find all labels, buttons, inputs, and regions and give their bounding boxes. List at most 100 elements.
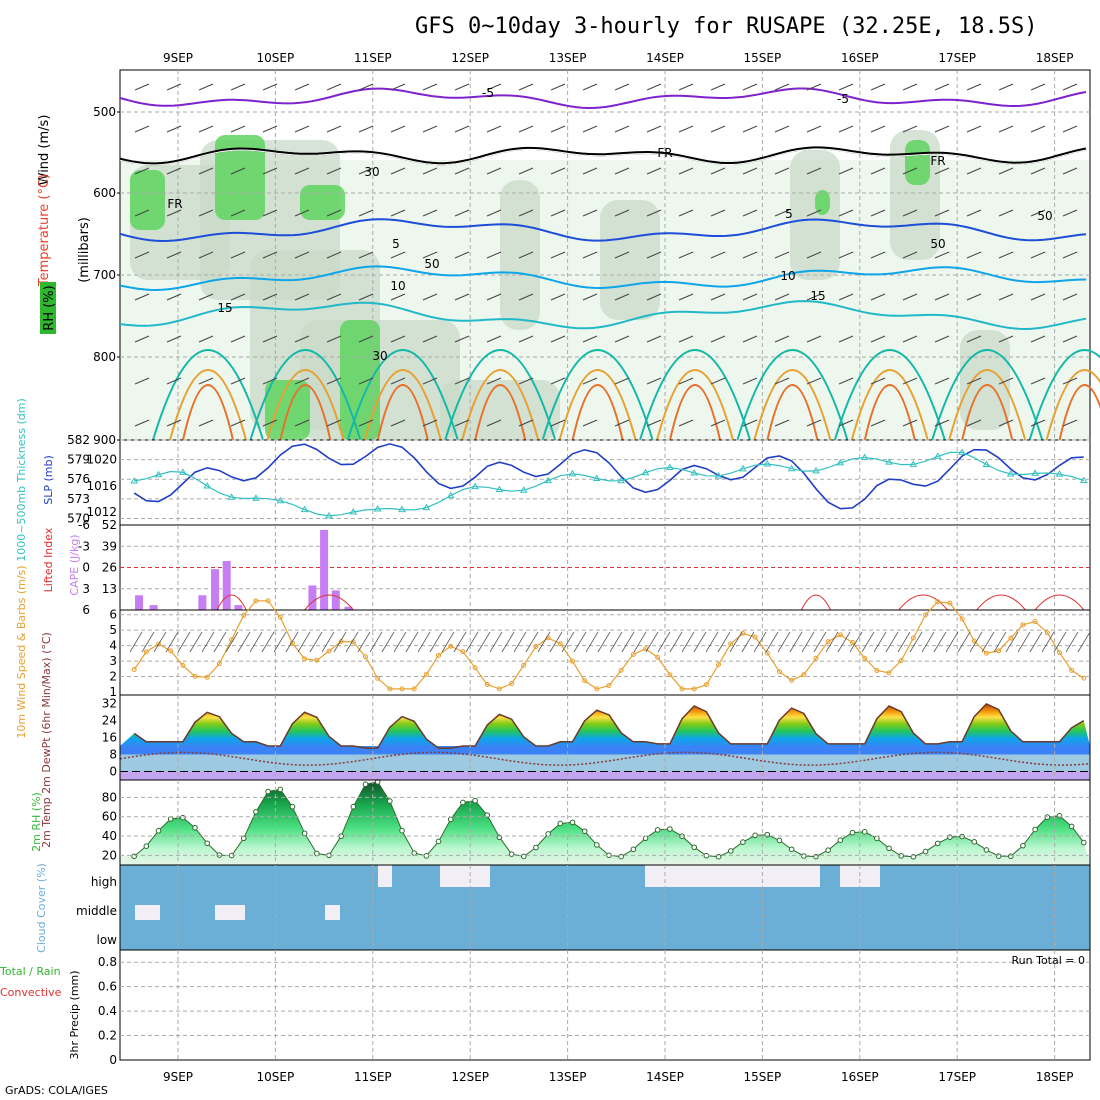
wind-speed-marker [216, 661, 222, 667]
wind-barb [294, 335, 310, 343]
cloud-gap-high [770, 865, 820, 887]
x-tick-label-bottom: 16SEP [841, 1070, 879, 1084]
wind-barb [454, 335, 470, 343]
precip-tick: 0 [109, 1053, 117, 1067]
wind-speed-marker [423, 671, 429, 677]
wind-barb [358, 209, 374, 217]
wind-barb [1062, 293, 1078, 301]
wind10m-barb [921, 631, 935, 653]
y-tick-label: 600 [93, 186, 116, 200]
wind-barb [390, 251, 406, 259]
wind-barb [262, 293, 278, 301]
wind-barb [742, 293, 758, 301]
thickness-marker [665, 463, 674, 470]
wind10m-barb [837, 631, 851, 653]
thickness-tick: 579 [67, 453, 90, 467]
wind-barb [678, 377, 694, 385]
wind10m-barb [429, 631, 443, 653]
wind-barb [1062, 125, 1078, 133]
wind10m-barb [369, 631, 383, 653]
wind-barb [486, 251, 502, 259]
isotherm-arch [1028, 349, 1100, 441]
rh-marker [995, 853, 1002, 859]
temp-dewpoint-panel: 32 24 16 8 0 [102, 694, 1091, 781]
wind-barb [902, 167, 918, 175]
wind-barb [326, 251, 342, 259]
upper-air-ylabel: Wind (m/s) Temperature (°C) RH (%) (mill… [37, 115, 92, 334]
rh-marker [472, 797, 478, 804]
cape-bar [331, 590, 340, 610]
cape-tick: 39 [102, 539, 117, 553]
rh-marker [204, 840, 211, 847]
wind10m-barb [513, 631, 527, 653]
wind-barb [422, 377, 438, 385]
thickness-marker [227, 493, 236, 500]
wind10m-barb [897, 631, 911, 653]
contour-label: 5 [392, 237, 400, 251]
wind10m-barb [357, 631, 371, 653]
thickness-marker [714, 471, 723, 479]
wind-barb [358, 83, 374, 91]
wind10m-barb [129, 631, 143, 653]
wind-barb [646, 167, 662, 175]
wind-barb [166, 209, 182, 217]
isotherm-arch [363, 369, 442, 441]
wind10m-barb [777, 631, 791, 653]
wind-barb [166, 293, 182, 301]
thickness-marker [349, 507, 358, 515]
wind10m-barb [993, 631, 1007, 653]
contour-label: FR [930, 154, 945, 168]
wind-barb [166, 419, 182, 427]
wind10m-label: 10m Wind Speed & Barbs (m/s) [15, 565, 28, 738]
precip-total-label: Total / Rain [0, 965, 61, 978]
thickness-marker [592, 474, 601, 482]
wind-barb [390, 83, 406, 91]
wind-barb [998, 251, 1014, 259]
precip-tick: 0.6 [98, 980, 117, 994]
wind-barb [838, 293, 854, 301]
wind-barb [806, 251, 822, 259]
wind-barb [806, 167, 822, 175]
isotherm-arch [558, 369, 637, 441]
x-tick-label-top: 12SEP [451, 51, 489, 65]
cloud-gap-mid [135, 905, 160, 920]
precip-ylabel: 3hr Precip (mm) [68, 970, 81, 1059]
wind-barb [710, 419, 726, 427]
wind-barb [518, 335, 534, 343]
cape-tick: 52 [102, 518, 117, 532]
wind-barb [838, 377, 854, 385]
wind-barb [1030, 125, 1046, 133]
wind10m-barb [717, 631, 731, 653]
wind-speed-marker [898, 658, 904, 664]
wind-barb [422, 209, 438, 217]
contour-label: 15 [810, 289, 825, 303]
thickness-marker [325, 511, 333, 519]
wind-barb [678, 251, 694, 259]
dewpoint-line [119, 751, 1091, 766]
thickness-marker [544, 476, 553, 484]
isotherm-arch [474, 384, 527, 441]
wind-barb [934, 167, 950, 175]
wind-barb [454, 293, 470, 301]
rh-marker [399, 827, 405, 834]
wind-speed-marker [472, 665, 478, 671]
run-total: Run Total = 0 [1012, 954, 1086, 967]
cape-bar [198, 595, 207, 610]
wind10m-barb [345, 631, 359, 653]
rh-marker [155, 827, 162, 834]
wind-speed-marker [618, 667, 624, 673]
wind10m-barb [825, 631, 839, 653]
rh2m-panel: 80 60 40 20 [102, 779, 1091, 866]
wind-barb [934, 209, 950, 217]
wind-barb [774, 251, 790, 259]
wind10m-barb [669, 631, 683, 653]
wind-barb [1030, 293, 1046, 301]
wind-barb [678, 83, 694, 91]
wind-barb [646, 125, 662, 133]
wind-barb [390, 125, 406, 133]
wind-speed-marker [241, 612, 247, 618]
wind-barb [902, 335, 918, 343]
wind-barb [742, 209, 758, 217]
wind-barb [614, 293, 630, 301]
wind10m-barb [273, 631, 287, 653]
